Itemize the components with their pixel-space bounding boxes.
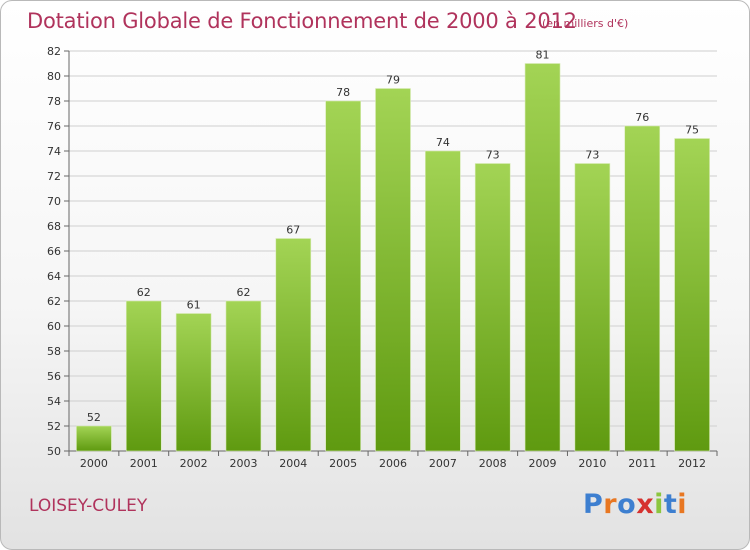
logo-letter: o (617, 489, 637, 520)
y-tick-label: 56 (47, 370, 61, 383)
y-tick-label: 62 (47, 295, 61, 308)
y-tick-label: 58 (47, 345, 61, 358)
y-tick-label: 72 (47, 170, 61, 183)
bar-2008 (474, 163, 511, 452)
data-label-2009: 81 (536, 49, 550, 62)
data-label-2008: 73 (486, 149, 500, 162)
data-labels: 52 62 61 62 67 78 79 74 73 81 73 76 75 (87, 49, 699, 425)
data-label-2000: 52 (87, 411, 101, 424)
y-tick-label: 66 (47, 245, 61, 258)
data-label-2011: 76 (635, 111, 649, 124)
x-tick-label-2010: 2010 (578, 457, 606, 470)
logo-letter: r (603, 489, 618, 520)
x-tick-label-2011: 2011 (628, 457, 656, 470)
x-tick-label-2003: 2003 (229, 457, 257, 470)
bar-2005 (325, 100, 361, 452)
data-label-2007: 74 (436, 136, 450, 149)
bar-2002 (175, 313, 212, 452)
x-tick-labels: 2000 2001 2002 2003 2004 2005 2006 2007 2008 2009… (68, 451, 718, 470)
y-tick-label: 80 (47, 70, 61, 83)
bar-2012 (674, 138, 710, 452)
x-tick-label-2008: 2008 (479, 457, 507, 470)
bar-2006 (375, 88, 411, 452)
data-label-2012: 75 (685, 124, 699, 137)
chart-title: Dotation Globale de Fonctionnement de 20… (27, 9, 577, 33)
commune-name: LOISEY-CULEY (29, 496, 148, 516)
y-tick-label: 50 (47, 445, 61, 458)
logo-letter: i (654, 489, 664, 520)
bar-2009 (524, 63, 561, 452)
bar-2010 (574, 163, 611, 452)
data-label-2002: 61 (187, 299, 201, 312)
bar-2011 (624, 125, 661, 452)
bar-2001 (125, 300, 162, 452)
logo-letter: i (677, 489, 688, 520)
bar-2000 (76, 425, 112, 452)
y-tick-label: 54 (47, 395, 61, 408)
logo-letter: P (583, 489, 604, 520)
x-tick-label-2009: 2009 (529, 457, 557, 470)
x-tick-label-2001: 2001 (130, 457, 158, 470)
data-label-2004: 67 (286, 224, 300, 237)
y-tick-labels: 50 52 54 56 58 60 62 64 66 68 70 72 74 76 78 80 82 (47, 45, 69, 458)
x-tick-label-2007: 2007 (429, 457, 457, 470)
bar-2004 (275, 238, 312, 452)
chart-subtitle: (en milliers d'€) (542, 17, 629, 30)
data-label-2001: 62 (137, 286, 151, 299)
proxiti-logo: Proxiti (583, 489, 687, 520)
bar-2003 (225, 300, 262, 452)
data-label-2005: 78 (336, 86, 350, 99)
logo-letter: t (663, 489, 678, 520)
y-tick-label: 78 (47, 95, 61, 108)
x-tick-label-2004: 2004 (279, 457, 307, 470)
logo-letter: x (636, 489, 655, 520)
data-label-2006: 79 (386, 74, 400, 87)
x-tick-label-2002: 2002 (180, 457, 208, 470)
y-tick-label: 60 (47, 320, 61, 333)
data-label-2010: 73 (585, 149, 599, 162)
x-tick-label-2000: 2000 (80, 457, 108, 470)
bars (76, 63, 710, 452)
y-tick-label: 74 (47, 145, 61, 158)
data-label-2003: 62 (236, 286, 250, 299)
y-tick-label: 70 (47, 195, 61, 208)
y-tick-label: 64 (47, 270, 61, 283)
x-tick-label-2006: 2006 (379, 457, 407, 470)
x-tick-label-2012: 2012 (678, 457, 706, 470)
y-tick-label: 76 (47, 120, 61, 133)
x-tick-label-2005: 2005 (329, 457, 357, 470)
y-tick-label: 82 (47, 45, 61, 58)
y-tick-label: 68 (47, 220, 61, 233)
y-tick-label: 52 (47, 420, 61, 433)
bar-2007 (425, 150, 461, 452)
